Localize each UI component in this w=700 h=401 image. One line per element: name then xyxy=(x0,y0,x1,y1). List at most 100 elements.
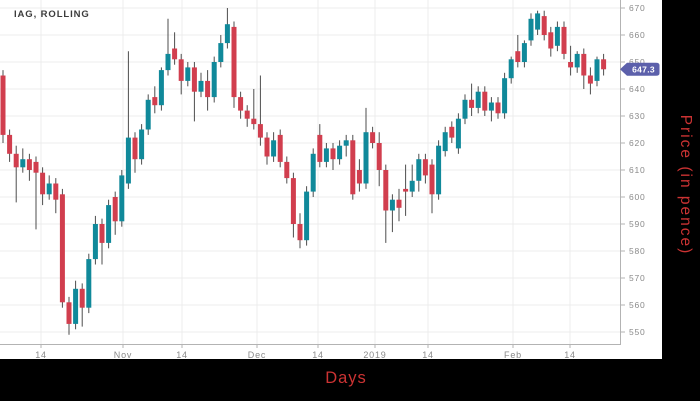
chart-title: IAG, ROLLING xyxy=(14,9,90,20)
candle-body xyxy=(73,288,79,324)
candle-body xyxy=(323,148,329,162)
y-tick-label: 620 xyxy=(629,138,646,148)
candle xyxy=(211,56,217,103)
y-tick-label: 660 xyxy=(629,30,646,40)
candle-body xyxy=(172,48,178,60)
candle-body xyxy=(482,91,488,111)
axes: 550 560 570 580 590 600 610 620 630 640 650 660 670 1… xyxy=(0,0,646,360)
candle-body xyxy=(7,134,13,154)
candle-body xyxy=(363,132,369,184)
candle-body xyxy=(290,178,296,224)
candle xyxy=(92,215,98,265)
candle xyxy=(185,62,191,87)
candle xyxy=(455,113,461,154)
candle-body xyxy=(495,102,501,114)
candle xyxy=(139,124,145,165)
candle xyxy=(370,126,376,149)
candle xyxy=(442,126,448,157)
candle xyxy=(376,132,382,187)
candle-body xyxy=(264,137,270,157)
candle xyxy=(158,67,164,111)
candle xyxy=(145,94,151,135)
candle-body xyxy=(561,26,567,54)
candle xyxy=(59,188,65,308)
candle xyxy=(257,75,263,146)
candle-body xyxy=(317,134,323,162)
candle-body xyxy=(442,132,448,152)
candle xyxy=(304,186,310,246)
candle xyxy=(205,70,211,111)
candle xyxy=(112,191,118,235)
y-tick-label: 650 xyxy=(629,57,646,67)
candle-body xyxy=(251,118,257,125)
candle xyxy=(337,140,343,165)
candle xyxy=(436,140,442,200)
candle xyxy=(488,97,494,122)
candle xyxy=(284,156,290,184)
candle-body xyxy=(370,132,376,143)
y-tick-label: 560 xyxy=(629,300,646,310)
candle xyxy=(528,13,534,46)
candle xyxy=(198,72,204,98)
candle xyxy=(218,35,224,68)
candle-body xyxy=(376,143,382,170)
candle xyxy=(290,172,296,238)
x-tick-label: 14 xyxy=(35,350,47,360)
candle-body xyxy=(79,288,85,308)
candle-body xyxy=(211,62,217,98)
y-tick-label: 590 xyxy=(629,219,646,229)
candle-body xyxy=(66,302,72,324)
candle xyxy=(475,86,481,114)
candle-body xyxy=(502,78,508,114)
candle-body xyxy=(284,161,290,179)
candle-body xyxy=(568,62,574,68)
candle xyxy=(26,153,32,181)
candle-body xyxy=(139,129,145,160)
plot-area[interactable] xyxy=(0,0,620,344)
candle-body xyxy=(277,134,283,162)
candle xyxy=(356,159,362,192)
candle-body xyxy=(152,97,158,106)
y-tick-label: 670 xyxy=(629,3,646,13)
candle xyxy=(191,62,197,122)
candle xyxy=(323,143,329,168)
candle-body xyxy=(158,70,164,106)
candle xyxy=(429,159,435,214)
candle xyxy=(152,86,158,114)
x-tick-label: Feb xyxy=(504,350,522,360)
candle xyxy=(541,10,547,41)
candle-body xyxy=(224,24,230,44)
candle-body xyxy=(205,80,211,98)
candle xyxy=(601,53,607,76)
candle-body xyxy=(46,183,52,195)
candle xyxy=(79,283,85,327)
candle-body xyxy=(449,126,455,138)
candle-body xyxy=(99,224,105,243)
y-tick-label: 610 xyxy=(629,165,646,175)
candle-body xyxy=(271,140,277,157)
candle xyxy=(383,164,389,243)
candle xyxy=(363,107,369,189)
candle xyxy=(508,56,514,84)
candle-body xyxy=(198,80,204,92)
candle-body xyxy=(508,59,514,79)
x-axis-title: Days xyxy=(325,369,367,387)
candle-body xyxy=(26,159,32,170)
candle xyxy=(515,35,521,68)
candle-body xyxy=(462,99,468,119)
candle xyxy=(330,143,336,170)
candle-body xyxy=(587,75,593,84)
x-tick-label: 2019 xyxy=(363,350,386,360)
candle xyxy=(350,134,356,200)
candle-body xyxy=(574,53,580,68)
candle xyxy=(495,97,501,119)
badge-arrow-shape xyxy=(620,62,660,76)
candle-body xyxy=(165,53,171,71)
candle xyxy=(521,40,527,68)
candle-body xyxy=(548,32,554,49)
candle-body xyxy=(337,145,343,160)
y-tick-label: 550 xyxy=(629,327,646,337)
candle-body xyxy=(389,199,395,211)
candlestick-series xyxy=(0,8,607,335)
